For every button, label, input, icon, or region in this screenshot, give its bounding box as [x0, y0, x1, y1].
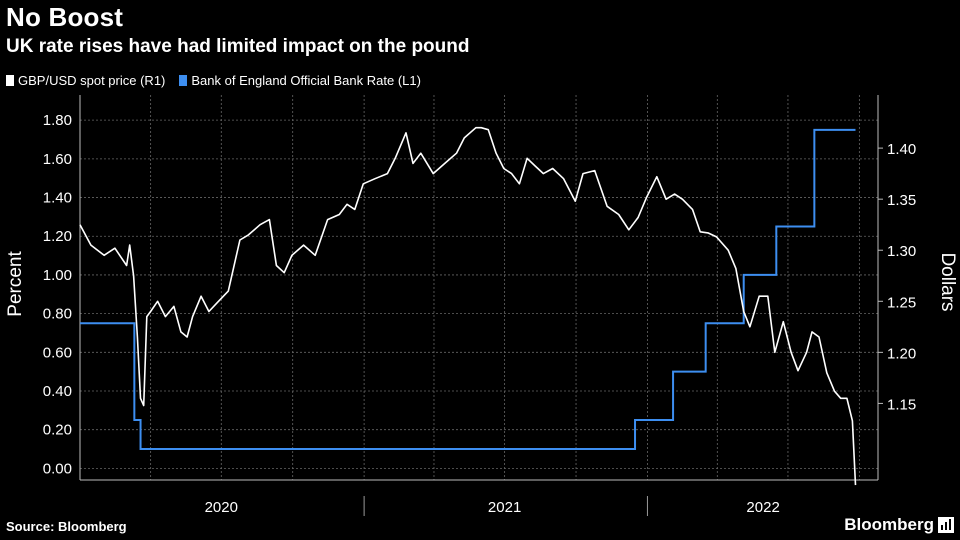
legend-label-spot: GBP/USD spot price (R1)	[18, 73, 166, 88]
source-note: Source: Bloomberg	[6, 519, 127, 534]
brand-name: Bloomberg	[844, 515, 934, 534]
left-tick-label: 0.60	[43, 344, 72, 361]
left-tick-label: 1.00	[43, 267, 72, 284]
left-tick-label: 0.00	[43, 460, 72, 477]
left-tick-label: 0.20	[43, 422, 72, 439]
legend-swatch-rate	[179, 75, 188, 86]
left-tick-label: 0.40	[43, 383, 72, 400]
legend-item-spot: GBP/USD spot price (R1)	[6, 73, 165, 88]
legend: GBP/USD spot price (R1) Bank of England …	[6, 73, 435, 88]
left-tick-label: 1.40	[43, 190, 72, 207]
right-axis: 1.15 1.20 1.25 1.30 1.35 1.40	[877, 95, 916, 480]
right-tick-label: 1.25	[887, 294, 916, 311]
chart-title: No Boost	[6, 2, 124, 32]
legend-swatch-spot	[6, 75, 14, 86]
bloomberg-logo: Bloomberg	[844, 515, 954, 535]
left-axis: 0.00 0.20 0.40 0.60 0.80 1.00 1.20 1.40 1.60 1.80	[43, 95, 81, 480]
x-tick-label: 2021	[488, 499, 521, 516]
grid	[80, 95, 878, 480]
x-tick-label: 2020	[205, 499, 238, 516]
x-tick-label: 2022	[746, 499, 779, 516]
right-tick-label: 1.40	[887, 141, 916, 158]
left-tick-label: 0.80	[43, 306, 72, 323]
right-tick-label: 1.15	[887, 396, 916, 413]
left-tick-label: 1.80	[43, 112, 72, 129]
right-tick-label: 1.20	[887, 345, 916, 362]
legend-item-rate: Bank of England Official Bank Rate (L1)	[179, 73, 421, 88]
chart-subtitle: UK rate rises have had limited impact on…	[6, 36, 470, 57]
x-axis: 2020 2021 2022	[80, 479, 878, 516]
right-tick-label: 1.30	[887, 243, 916, 260]
legend-label-rate: Bank of England Official Bank Rate (L1)	[191, 73, 421, 88]
right-tick-label: 1.35	[887, 192, 916, 209]
bloomberg-terminal-icon	[938, 517, 954, 533]
bank-rate-line	[80, 128, 856, 451]
gbpusd-spot-line	[79, 126, 857, 486]
left-axis-label: Percent	[5, 251, 26, 317]
series-lines	[79, 126, 857, 486]
left-tick-label: 1.20	[43, 228, 72, 245]
left-tick-label: 1.60	[43, 151, 72, 168]
right-axis-label: Dollars	[937, 252, 958, 311]
